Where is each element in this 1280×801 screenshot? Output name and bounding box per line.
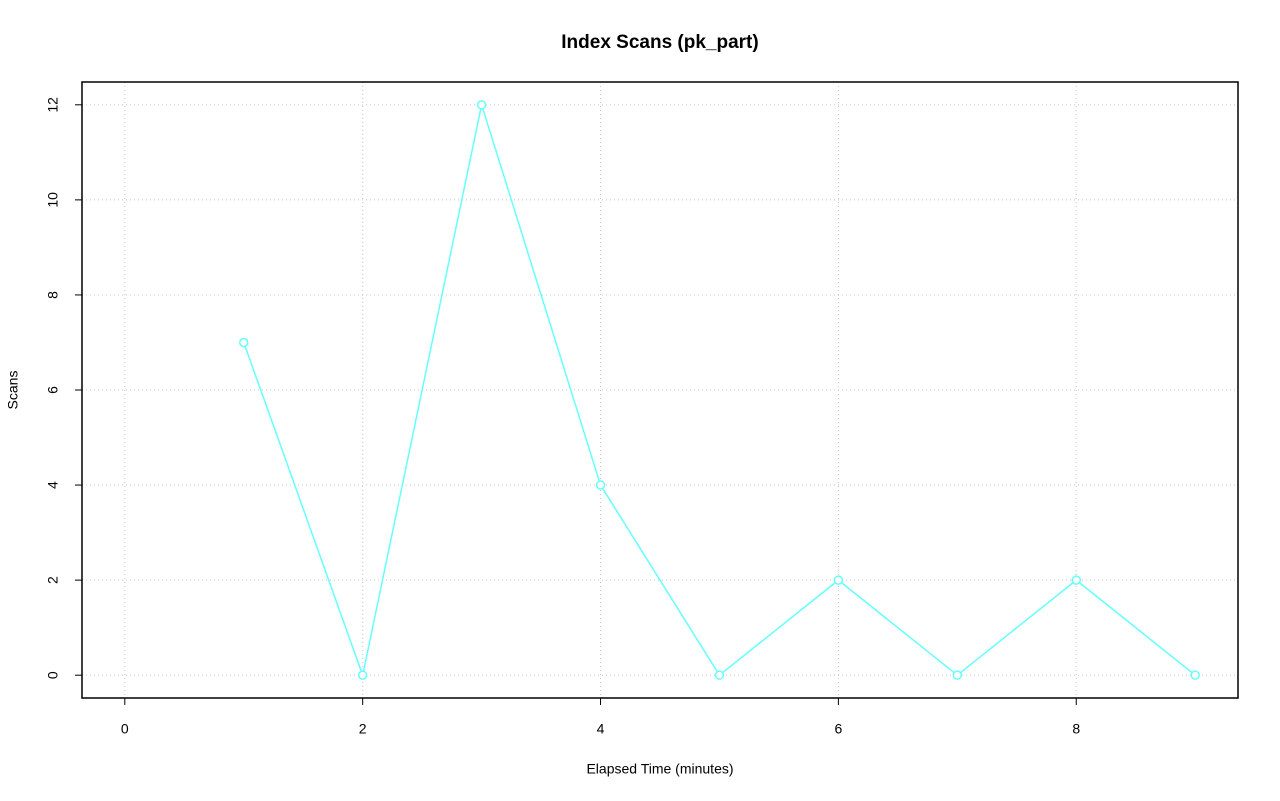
x-axis-label: Elapsed Time (minutes)	[586, 761, 733, 777]
point	[595, 480, 606, 490]
plot-frame	[81, 81, 1239, 699]
point	[476, 100, 487, 110]
y-tick-label: 6	[45, 386, 61, 394]
x-tick-label: 4	[597, 721, 605, 737]
point	[833, 575, 844, 585]
x-tick-label: 2	[359, 721, 367, 737]
y-tick-label: 2	[45, 576, 61, 584]
point	[357, 670, 368, 680]
x-tick-label: 6	[834, 721, 842, 737]
y-tick-label: 4	[45, 481, 61, 489]
point	[714, 670, 725, 680]
y-tick-label: 10	[45, 192, 61, 208]
y-tick-label: 12	[45, 97, 61, 113]
point	[1190, 670, 1200, 680]
y-tick-label: 8	[45, 291, 61, 299]
y-tick-label: 0	[45, 671, 61, 679]
point	[1071, 575, 1082, 585]
x-tick-label: 0	[121, 721, 129, 737]
y-axis-label: Scans	[5, 371, 21, 410]
point	[238, 337, 249, 348]
chart-title: Index Scans (pk_part)	[561, 32, 758, 53]
x-tick-label: 8	[1072, 721, 1080, 737]
point	[952, 670, 963, 680]
